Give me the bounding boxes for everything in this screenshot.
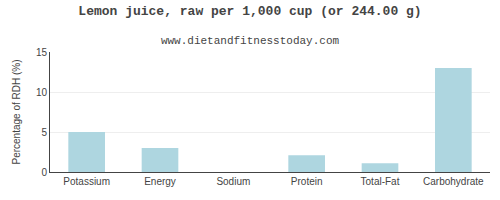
svg-text:Percentage of RDH (%): Percentage of RDH (%) — [11, 59, 22, 164]
svg-text:15: 15 — [36, 47, 48, 58]
svg-text:0: 0 — [41, 167, 47, 178]
svg-text:10: 10 — [36, 87, 48, 98]
svg-text:Total-Fat: Total-Fat — [361, 176, 400, 187]
svg-text:5: 5 — [41, 127, 47, 138]
svg-text:Protein: Protein — [291, 176, 323, 187]
svg-text:Potassium: Potassium — [63, 176, 110, 187]
svg-text:Sodium: Sodium — [216, 176, 250, 187]
svg-text:Carbohydrate: Carbohydrate — [423, 176, 484, 187]
svg-text:www.dietandfitnesstoday.com: www.dietandfitnesstoday.com — [161, 35, 340, 47]
svg-text:Energy: Energy — [144, 176, 176, 187]
svg-text:Lemon juice, raw per 1,000 cup: Lemon juice, raw per 1,000 cup (or 244.0… — [78, 4, 421, 19]
